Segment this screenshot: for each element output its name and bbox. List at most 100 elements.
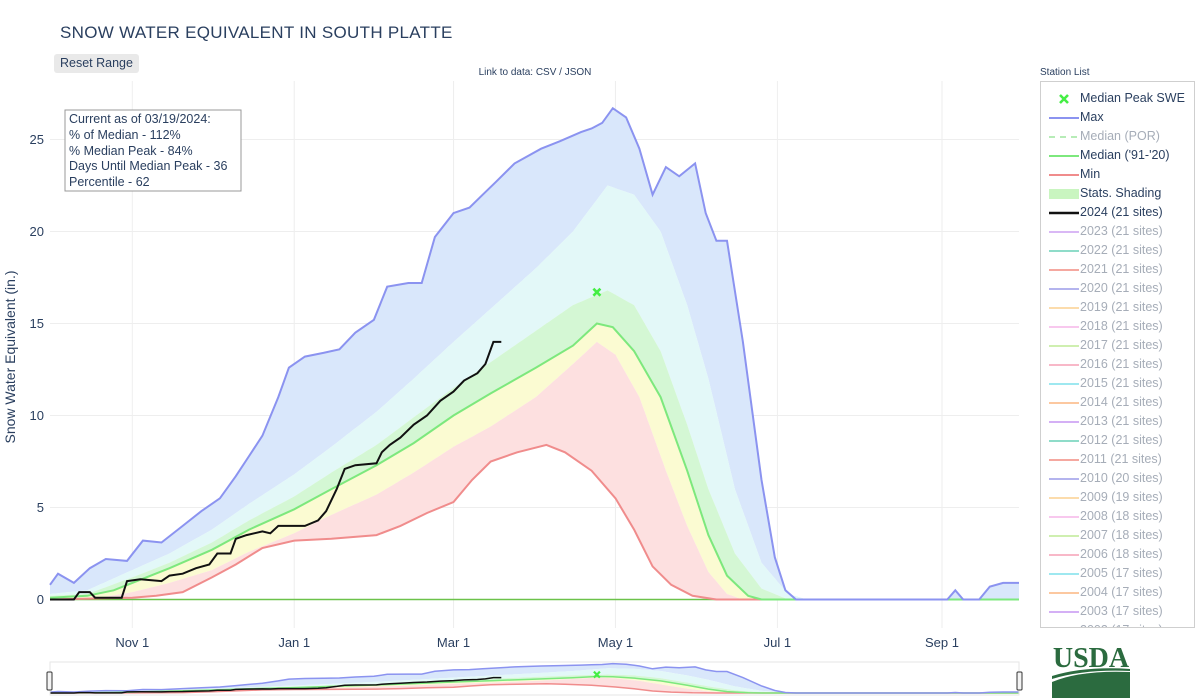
range-slider[interactable] [46, 661, 1023, 696]
stats-box: Current as of 03/19/2024: % of Median - … [64, 109, 242, 192]
legend-label: 2015 (21 sites) [1080, 376, 1163, 390]
max-line [49, 106, 1019, 601]
mini-line [49, 683, 1019, 694]
legend-label: 2009 (19 sites) [1080, 490, 1163, 504]
axes: 0 5 10 15 20 25 Nov 1 Jan 1 Mar 1 May 1 Jul 1 Sep 1 [30, 132, 959, 650]
stats-line-percentile: Percentile - 62 [69, 175, 150, 189]
y-tick-label: 25 [30, 132, 44, 147]
legend-item[interactable]: 2012 (21 sites) [1041, 431, 1194, 450]
legend-item[interactable]: 2016 (21 sites) [1041, 355, 1194, 374]
legend-item[interactable]: 2015 (21 sites) [1041, 374, 1194, 393]
legend-label: Max [1080, 110, 1104, 124]
legend-label: Median Peak SWE [1080, 91, 1185, 105]
legend-label: Stats. Shading [1080, 186, 1162, 200]
legend-symbol-icon [1049, 136, 1079, 138]
legend-symbol-icon [1049, 364, 1079, 366]
legend-item[interactable]: 2017 (21 sites) [1041, 336, 1194, 355]
legend-symbol-icon [1049, 516, 1079, 518]
legend-label: 2002 (17 sites) [1080, 623, 1163, 627]
median-line [49, 322, 1019, 601]
legend-item[interactable]: 2010 (20 sites) [1041, 469, 1194, 488]
legend-item[interactable]: 2005 (17 sites) [1041, 564, 1194, 583]
mini-band [50, 674, 1019, 693]
legend-symbol-icon [1049, 421, 1079, 423]
data-link[interactable]: Link to data: CSV / JSON [478, 67, 592, 78]
legend-label: 2023 (21 sites) [1080, 224, 1163, 238]
legend-item[interactable]: 2004 (17 sites) [1041, 583, 1194, 602]
reset-range-button[interactable]: Reset Range [54, 54, 139, 73]
legend-item[interactable]: 2003 (17 sites) [1041, 602, 1194, 621]
legend-item[interactable]: 2007 (18 sites) [1041, 526, 1194, 545]
legend-symbol-icon [1049, 621, 1079, 628]
legend-symbol-icon [1049, 211, 1079, 215]
legend-item[interactable]: 2021 (21 sites) [1041, 260, 1194, 279]
min-line [49, 443, 1019, 601]
legend-symbol-icon [1049, 231, 1079, 233]
band-median-p30 [50, 323, 1019, 600]
legend-label: 2008 (18 sites) [1080, 509, 1163, 523]
legend-item[interactable]: 2014 (21 sites) [1041, 393, 1194, 412]
series-lines [49, 106, 1019, 601]
legend-label: 2018 (21 sites) [1080, 319, 1163, 333]
legend-symbol-icon [1049, 250, 1079, 252]
legend-item[interactable]: 2024 (21 sites) [1041, 203, 1194, 222]
legend-label: 2014 (21 sites) [1080, 395, 1163, 409]
band-p30-min [50, 341, 1019, 600]
range-slider-left-handle[interactable] [46, 671, 53, 691]
legend-symbol-icon [1059, 94, 1069, 104]
median-peak-marker [592, 287, 602, 297]
legend-item[interactable]: 2023 (21 sites) [1041, 222, 1194, 241]
legend-item[interactable]: 2011 (21 sites) [1041, 450, 1194, 469]
stats-line-current: Current as of 03/19/2024: [69, 112, 211, 126]
legend-symbol-icon [1049, 383, 1079, 385]
y-tick-label: 0 [37, 592, 44, 607]
legend-label: 2005 (17 sites) [1080, 566, 1163, 580]
legend-label: 2019 (21 sites) [1080, 300, 1163, 314]
x-tick-label: May 1 [598, 635, 633, 650]
legend-label: 2006 (18 sites) [1080, 547, 1163, 561]
legend-item[interactable]: Median (POR) [1041, 127, 1194, 146]
legend-symbol-icon [1049, 117, 1079, 119]
legend-symbol-icon [1049, 307, 1079, 309]
legend-item[interactable]: Min [1041, 165, 1194, 184]
legend-item[interactable]: 2022 (21 sites) [1041, 241, 1194, 260]
x-tick-label: Mar 1 [437, 635, 470, 650]
legend-label: 2011 (21 sites) [1080, 452, 1162, 466]
mini-line [49, 662, 1019, 694]
legend-item[interactable]: Max [1041, 108, 1194, 127]
legend-symbol-icon [1049, 189, 1079, 199]
legend-label: 2016 (21 sites) [1080, 357, 1163, 371]
legend-item[interactable]: Median Peak SWE [1041, 89, 1194, 108]
legend-item[interactable]: 2006 (18 sites) [1041, 545, 1194, 564]
stats-line-pct-peak: % Median Peak - 84% [69, 144, 193, 158]
stats-line-pct-median: % of Median - 112% [69, 128, 181, 142]
band-p90-p70 [50, 185, 1019, 600]
range-slider-right-handle[interactable] [1016, 671, 1023, 691]
legend-item[interactable]: 2009 (19 sites) [1041, 488, 1194, 507]
legend-label: Min [1080, 167, 1101, 181]
legend-label: 2017 (21 sites) [1080, 338, 1163, 352]
legend-item[interactable]: Stats. Shading [1041, 184, 1194, 203]
median-peak-point [592, 287, 602, 297]
legend-symbol-icon [1049, 535, 1079, 537]
legend-item[interactable]: 2013 (21 sites) [1041, 412, 1194, 431]
x-tick-label: Jul 1 [764, 635, 791, 650]
y-tick-label: 20 [30, 224, 44, 239]
x-tick-label: Sep 1 [925, 635, 959, 650]
station-list-link[interactable]: Station List [1040, 67, 1090, 78]
x-tick-label: Jan 1 [278, 635, 310, 650]
legend[interactable]: Median Peak SWE Max Median (POR) Median ('9… [1040, 81, 1195, 628]
legend-item[interactable]: 2002 (17 sites) [1041, 621, 1194, 628]
x-tick-label: Nov 1 [115, 635, 149, 650]
legend-symbol-icon [1049, 573, 1079, 575]
legend-item[interactable]: 2008 (18 sites) [1041, 507, 1194, 526]
legend-symbol-icon [1049, 440, 1079, 442]
legend-item[interactable]: 2018 (21 sites) [1041, 317, 1194, 336]
legend-symbol-icon [1049, 345, 1079, 347]
band-p70-median [50, 290, 1019, 600]
legend-item[interactable]: 2020 (21 sites) [1041, 279, 1194, 298]
mini-line [50, 676, 502, 694]
legend-symbol-icon [1049, 554, 1079, 556]
legend-item[interactable]: 2019 (21 sites) [1041, 298, 1194, 317]
legend-item[interactable]: Median ('91-'20) [1041, 146, 1194, 165]
